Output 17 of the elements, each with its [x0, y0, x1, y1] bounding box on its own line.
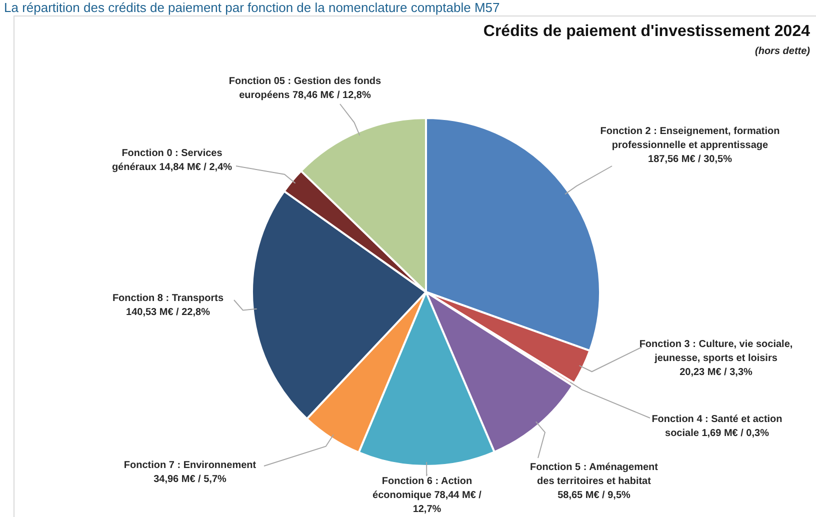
slice-label: Fonction 2 : Enseignement, formation professionnelle et apprentissage	[600, 126, 780, 151]
slice-label: Fonction 8 : Transports	[112, 293, 224, 304]
slice-label: Fonction 6 : Action économique 78,44 M€ / 12,7%	[372, 476, 482, 515]
slice-label: Fonction 5 : Aménagement des territoires et habitat	[530, 462, 659, 487]
chart-subtitle: (hors dette)	[755, 46, 811, 57]
slice-label: Fonction 3 : Culture, vie sociale, jeunesse, sports et loisirs	[639, 339, 793, 364]
data-label: 187,56 M€ / 30,5%	[648, 154, 732, 165]
data-label: 34,96 M€ / 5,7%	[154, 474, 227, 485]
data-label: 140,53 M€ / 22,8%	[126, 307, 210, 318]
slice-label: Fonction 0 : Services généraux 14,84 M€ / 2,4%	[112, 148, 232, 173]
chart-title: Crédits de paiement d'investissement 2024	[483, 23, 810, 40]
text: La répartition des crédits de paiement par fonction de la nomenclature comptable M57	[4, 0, 500, 15]
slice-label: Fonction 05 : Gestion des fonds européens 78,46 M€ / 12,8%	[228, 76, 382, 101]
data-label: 20,23 M€ / 3,3%	[680, 367, 753, 378]
slice-label: Fonction 7 : Environnement	[124, 460, 257, 471]
data-label: 58,65 M€ / 9,5%	[558, 490, 631, 501]
slice-label: Fonction 4 : Santé et action sociale 1,69 M€ / 0,3%	[652, 414, 782, 439]
